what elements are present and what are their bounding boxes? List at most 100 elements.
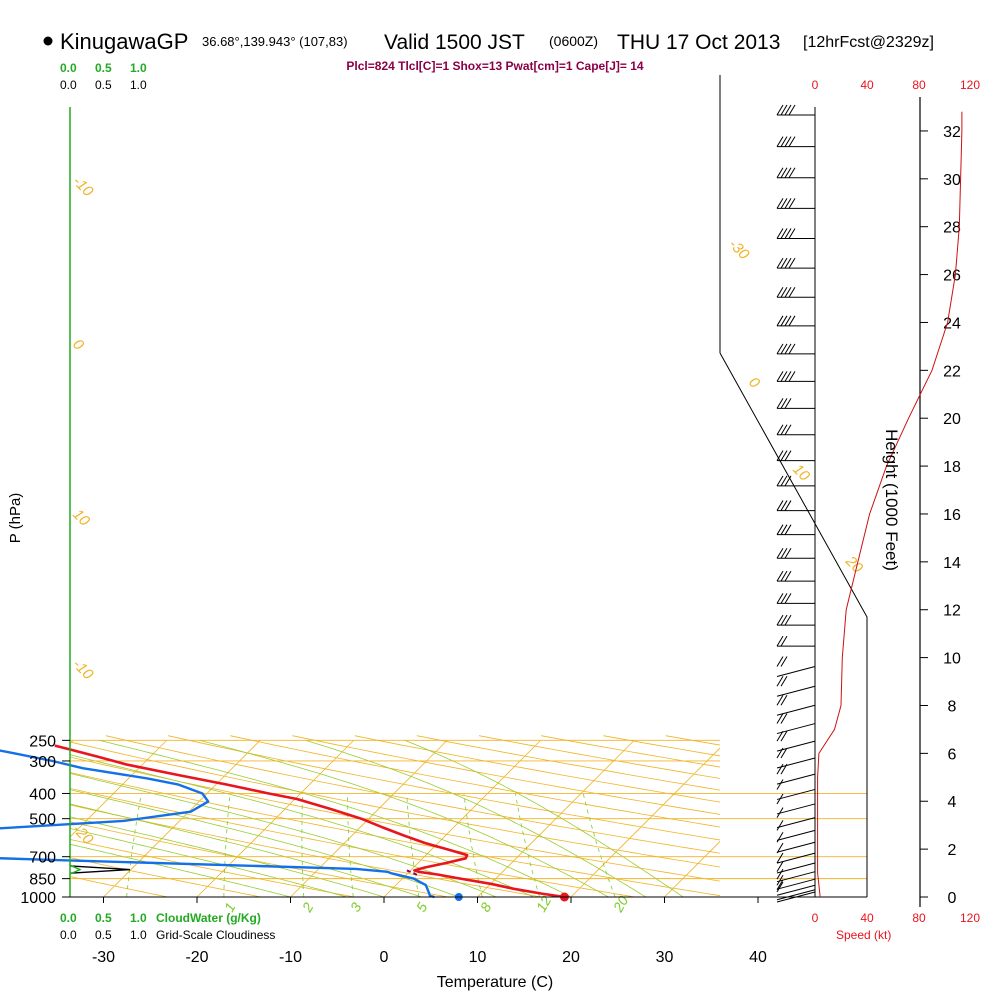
moist-adiabat-line	[99, 739, 572, 897]
wind-barb-feather	[776, 228, 784, 239]
wind-barb-staff	[776, 817, 816, 829]
dry-adiabat-line	[852, 736, 1000, 897]
wind-barb-icon	[776, 315, 815, 327]
wind-barb-feather	[776, 730, 784, 742]
wind-barb-feather	[776, 635, 784, 647]
speed-top-0: 0	[812, 78, 819, 92]
cloudwater-bottom-1: 0.5	[95, 911, 112, 925]
isotherm-label: 0	[745, 374, 763, 392]
height-tick-label: 8	[948, 698, 957, 715]
wind-barb-feather	[776, 104, 784, 116]
dry-adiabat-line	[70, 787, 636, 897]
wind-barb-icon	[776, 593, 815, 604]
moist-adiabat-line	[199, 739, 609, 897]
wind-barb-feather	[780, 286, 788, 298]
height-tick-label: 20	[943, 411, 961, 428]
wind-barb-feather	[780, 694, 788, 706]
wind-barb-icon	[776, 343, 815, 355]
wind-barb-feather	[780, 730, 788, 742]
temperature-tick-label: -30	[92, 949, 115, 966]
wind-barb-feather	[776, 424, 784, 435]
wind-barb-staff	[776, 773, 816, 785]
wind-barb-feather	[788, 167, 796, 179]
wind-barb-icon	[776, 842, 816, 864]
temperature-tick-label: -10	[279, 949, 302, 966]
wind-barb-feather	[776, 747, 784, 759]
speed-bottom-120: 120	[960, 911, 980, 925]
pressure-tick-label: 400	[29, 786, 56, 803]
wind-barb-feather	[780, 315, 788, 327]
indices-line: Plcl=824 Tlcl[C]=1 Shox=13 Pwat[cm]=1 Ca…	[346, 59, 643, 73]
wind-barb-feather	[784, 136, 792, 147]
wind-barb-feather	[776, 450, 784, 461]
wind-barb-icon	[776, 763, 816, 785]
wind-barb-feather	[776, 547, 784, 559]
dry-adiabat-line	[70, 838, 355, 897]
wind-barb-icon	[776, 635, 815, 647]
wind-barb-icon	[776, 167, 815, 179]
height-tick-label: 32	[943, 124, 961, 141]
wind-barb-feather	[784, 593, 792, 604]
wind-barb-icon	[776, 879, 816, 901]
speed-top-40: 40	[860, 78, 874, 92]
wind-barb-feather	[776, 136, 784, 147]
wind-barb-feather	[780, 475, 788, 487]
wind-barb-feather	[776, 315, 784, 327]
temperature-tick-label: 30	[656, 949, 674, 966]
wind-barb-feather	[788, 228, 796, 239]
cloudiness-top-0: 0.0	[60, 78, 77, 92]
height-tick-label: 4	[948, 794, 957, 811]
cloudwater-bottom-2: 1.0	[130, 911, 147, 925]
wind-barb-feather	[780, 614, 788, 626]
wind-barb-feather	[776, 343, 784, 355]
wind-barb-icon	[776, 286, 815, 298]
height-tick-label: 14	[943, 555, 961, 572]
wind-barb-feather	[780, 136, 788, 147]
wind-speed-profile-line	[817, 111, 963, 898]
wind-barb-feather	[784, 286, 792, 298]
wind-barb-icon	[776, 868, 816, 890]
wind-barb-feather	[776, 879, 784, 891]
wind-barb-column	[776, 104, 816, 903]
wind-barb-feather	[776, 593, 784, 604]
cloudiness-bottom-scale: 0.0 0.5 1.0 Grid-Scale Cloudiness	[60, 928, 275, 942]
temperature-tick-label: 20	[562, 949, 580, 966]
dry-adiabat-line	[70, 821, 449, 897]
dewpoint-profile-line	[0, 749, 435, 899]
wind-barb-feather	[780, 167, 788, 179]
dry-adiabat-line	[914, 736, 1000, 897]
wind-barb-icon	[776, 198, 815, 209]
isotherm-label: -10	[69, 173, 97, 201]
wind-barb-icon	[776, 881, 816, 903]
wind-barb-feather	[780, 228, 788, 239]
valid-date: THU 17 Oct 2013	[617, 31, 780, 54]
mixing-ratio-line	[301, 793, 305, 897]
mixing-ratio-line	[126, 793, 142, 897]
y-axis-title: P (hPa)	[7, 493, 24, 544]
forecast-info: [12hrFcst@2329z]	[803, 34, 934, 51]
wind-barb-feather	[788, 198, 796, 209]
wind-barb-staff	[776, 723, 816, 735]
speed-bottom-40: 40	[860, 911, 874, 925]
temperature-tick-label: -20	[185, 949, 208, 966]
dry-adiabat-line	[70, 741, 720, 868]
wind-barb-icon	[776, 675, 816, 697]
wind-barb-feather	[784, 475, 792, 487]
height-tick-label: 12	[943, 603, 961, 620]
wind-barb-feather	[776, 524, 784, 535]
wind-barb-feather	[776, 398, 784, 409]
dry-adiabat-line	[70, 756, 720, 882]
wind-barb-feather	[776, 881, 784, 893]
wind-barb-icon	[776, 713, 816, 735]
wind-barb-staff	[776, 862, 816, 874]
dry-adiabat-line	[478, 735, 720, 779]
dry-adiabat-line	[70, 804, 542, 897]
dry-adiabat-line	[354, 735, 720, 803]
wind-barb-feather	[780, 763, 788, 775]
isotherm-label: 10	[69, 506, 93, 530]
wind-barb-feather	[780, 656, 788, 667]
wind-barb-feather	[776, 167, 784, 179]
